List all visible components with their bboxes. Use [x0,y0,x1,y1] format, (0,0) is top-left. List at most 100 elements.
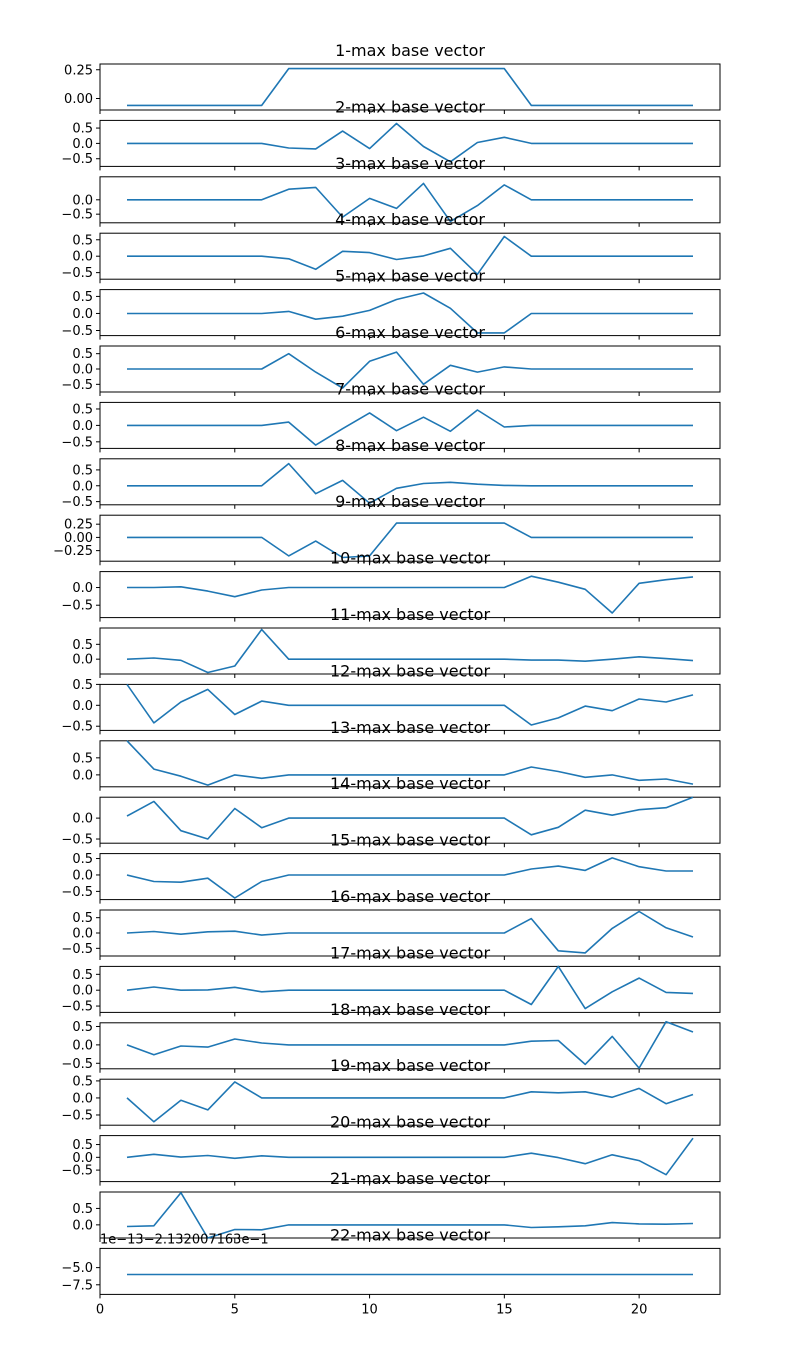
y-tick-label: −0.5 [61,720,93,735]
axes-frame [99,514,721,562]
y-tick-label: −0.5 [61,208,93,223]
subplot-title: 11-max base vector [330,605,490,624]
y-tick-label: 0.5 [72,1138,93,1153]
y-tick-label: −0.5 [61,1164,93,1179]
subplot-title: 20-max base vector [330,1113,490,1132]
series-line [127,292,693,334]
y-tick-label: −0.5 [61,435,93,450]
x-tick-label: 0 [96,1302,104,1317]
y-tick-label: 0.0 [72,137,93,152]
y-tick-label: −0.5 [61,152,93,167]
y-tick-label: 0.0 [72,250,93,265]
y-tick-label: 0.0 [72,1218,93,1233]
y-tick-label: 0.5 [72,751,93,766]
x-tick-label: 5 [231,1302,239,1317]
axes-frame [99,853,721,901]
subplot: 0.00.5 11-max base vector [72,605,721,678]
subplot: −0.50.00.5 20-max base vector [61,1113,721,1186]
axis-offset-label: 1e−13−2.132007163e−1 [100,1232,269,1247]
axes-frame [99,740,721,788]
subplot-title: 21-max base vector [330,1169,490,1188]
axes-frame [99,796,721,844]
subplot-title: 7-max base vector [335,379,485,398]
subplot: −0.5 0.0 14-max base vector [61,774,721,848]
series-line [126,1191,694,1239]
subplot: −0.50.00.517-max base vector [61,943,721,1017]
y-tick-label: 0.5 [72,233,93,248]
axes-frame [99,1247,721,1295]
axes-frame [99,683,721,731]
y-tick-label: −0.5 [61,266,93,281]
series-line [126,1081,694,1123]
subplot: −0.50.00.56-max base vector [61,323,721,396]
axes-frame [99,289,721,337]
x-tick-label: 15 [496,1302,513,1317]
series-line [126,857,693,899]
subplot: −0.50.00.516-max base vector [61,887,721,960]
axes-frame [99,627,721,675]
axes-frame [99,965,721,1013]
y-tick-label: −0.5 [61,885,93,900]
series-line [127,351,693,389]
axes-frame [99,1022,721,1070]
x-tick-label: 10 [361,1302,378,1317]
y-tick-label: 0.5 [72,1202,93,1217]
y-tick-label: −0.5 [61,833,93,848]
series-line [127,122,693,163]
series-line [126,683,694,726]
subplot: −0.50.00.54-max base vector [61,210,721,284]
subplot-title: 12-max base vector [330,661,490,680]
subplot: −0.50.00.5 2-max base vector [61,97,721,171]
y-tick-label: 0.25 [64,63,93,78]
subplot: −0.250.000.25 9-max base vector [53,492,721,566]
series-line [127,522,693,559]
y-tick-label: 0.5 [72,463,93,478]
subplot-title: 22-max base vector [330,1225,490,1244]
y-tick-label: −0.5 [61,495,93,510]
y-tick-label: 0.0 [72,193,93,208]
subplot-title: 10-max base vector [330,549,490,568]
y-tick-label: 0.5 [72,911,93,926]
subplot: −0.50.00.58-max base vector [61,436,721,510]
x-tick-label: 20 [631,1302,648,1317]
y-tick-label: 0.0 [72,581,93,596]
y-tick-label: 0.0 [72,419,93,434]
subplot: −0.5 0.0 10-max base vector [61,549,721,622]
subplot-title: 4-max base vector [335,210,485,229]
y-tick-label: −0.5 [61,1000,93,1015]
series-line [127,409,693,446]
axes-frame [99,1078,721,1126]
y-tick-label: −7.5 [61,1278,93,1293]
axes-frame [99,1135,721,1183]
subplot-title: 2-max base vector [335,97,485,116]
subplot-title: 1-max base vector [335,41,485,60]
y-tick-label: 0.5 [72,638,93,653]
series-line [127,462,693,505]
subplot-title: 8-max base vector [335,436,485,455]
subplot: −0.5 0.0 0.5 12-max base vector [61,661,721,735]
subplot: −7.5 −5.0 0 5 10 15 20 22-max base vector 1e−13−… [61,1225,721,1317]
y-tick-label: 0.5 [72,290,93,305]
y-tick-label: 0.00 [64,531,93,546]
y-tick-label: 0.0 [72,984,93,999]
subplot-title: 5-max base vector [335,267,485,286]
subplot: −0.5 0.00.5 15-max base vector [61,831,721,904]
y-tick-label: 0.0 [72,868,93,883]
series-line [127,182,693,223]
axes-frame [99,1191,721,1239]
y-tick-label: 0.5 [72,402,93,417]
y-tick-label: 0.5 [72,122,93,137]
y-tick-label: −0.5 [61,599,93,614]
y-tick-label: −0.5 [61,942,93,957]
subplot-title: 9-max base vector [335,492,485,511]
subplot: 0.00.5 21-max base vector [72,1169,721,1242]
y-tick-label: 0.0 [72,927,93,942]
subplot-title: 13-max base vector [330,718,490,737]
y-tick-label: 0.0 [72,479,93,494]
y-tick-label: 0.0 [72,363,93,378]
y-tick-label: 0.0 [72,653,93,668]
subplot: −0.50.0 0.5 7-max base vector [61,379,721,453]
series-line [127,575,694,614]
series-line [126,796,694,840]
